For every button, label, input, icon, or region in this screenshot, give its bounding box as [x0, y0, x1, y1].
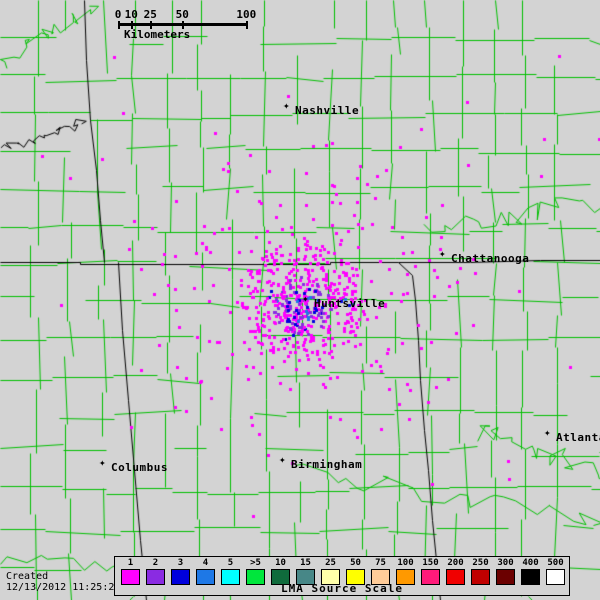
legend-entry-label: 50 — [350, 558, 361, 568]
city-label: Birmingham — [291, 458, 363, 471]
legend-color-swatch — [496, 569, 515, 585]
scale-bar-label: 50 — [175, 8, 189, 21]
legend-entry-label: 10 — [275, 558, 286, 568]
legend-entry-label: 200 — [447, 558, 464, 568]
legend-color-swatch — [121, 569, 140, 585]
legend-entry-label: 100 — [397, 558, 414, 568]
legend-color-swatch — [521, 569, 540, 585]
scale-bar-label: 100 — [236, 8, 257, 21]
scale-bar-caption: Kilometers — [124, 28, 191, 41]
legend-entry: 200 — [443, 557, 468, 595]
legend-swatch-row: 1 2 3 4 5 >5 10 15 25 50 75 100 150 200 250 300 400 500 — [115, 557, 569, 595]
scale-bar-tick — [150, 21, 152, 29]
legend-entry-label: 500 — [547, 558, 564, 568]
legend-entry: 50 — [343, 557, 368, 595]
legend-color-swatch — [371, 569, 390, 585]
star-icon: ✦ — [99, 456, 106, 469]
legend-panel: 1 2 3 4 5 >5 10 15 25 50 75 100 150 200 250 300 400 500 L… — [114, 556, 570, 596]
legend-entry: 300 — [493, 557, 518, 595]
scale-bar-tick — [182, 21, 184, 29]
created-timestamp: 12/13/2012 11:25:23 — [6, 582, 121, 593]
created-word: Created — [6, 571, 49, 582]
legend-entry: >5 — [243, 557, 268, 595]
legend-color-swatch — [321, 569, 340, 585]
legend-entry: 100 — [393, 557, 418, 595]
scale-bar-tick — [118, 21, 120, 29]
legend-entry: 250 — [468, 557, 493, 595]
legend-entry: 2 — [143, 557, 168, 595]
legend-entry: 15 — [293, 557, 318, 595]
created-stamp: Created 12/13/2012 11:25:23 — [6, 571, 120, 593]
scale-bar-label: 0 — [114, 8, 122, 21]
scale-bar: Kilometers 0 10 25 50 100 — [0, 0, 256, 41]
legend-entry-label: 3 — [177, 558, 184, 568]
star-icon: ✦ — [439, 247, 446, 260]
legend-color-swatch — [246, 569, 265, 585]
star-icon: ✦ — [302, 292, 309, 305]
legend-entry-label: 1 — [127, 558, 134, 568]
legend-color-swatch — [396, 569, 415, 585]
legend-entry: 150 — [418, 557, 443, 595]
star-icon: ✦ — [279, 453, 286, 466]
legend-color-swatch — [171, 569, 190, 585]
legend-entry-label: 2 — [152, 558, 159, 568]
legend-entry-label: 5 — [227, 558, 234, 568]
legend-color-swatch — [296, 569, 315, 585]
legend-entry-label: 250 — [472, 558, 489, 568]
legend-entry-label: 300 — [497, 558, 514, 568]
legend-color-swatch — [421, 569, 440, 585]
legend-color-swatch — [146, 569, 165, 585]
legend-entry: 5 — [218, 557, 243, 595]
legend-color-swatch — [446, 569, 465, 585]
legend-entry-label: >5 — [250, 558, 261, 568]
scale-bar-label: 10 — [124, 8, 138, 21]
star-icon: ✦ — [544, 426, 551, 439]
scale-bar-label: 25 — [143, 8, 157, 21]
legend-color-swatch — [471, 569, 490, 585]
legend-entry: 75 — [368, 557, 393, 595]
legend-color-swatch — [271, 569, 290, 585]
scale-bar-tick — [131, 21, 133, 29]
legend-entry: 25 — [318, 557, 343, 595]
legend-entry-label: 400 — [522, 558, 539, 568]
legend-entry-label: 75 — [375, 558, 386, 568]
legend-entry-label: 15 — [300, 558, 311, 568]
city-label: Chattanooga — [451, 252, 530, 265]
legend-entry: 1 — [118, 557, 143, 595]
legend-entry-label: 4 — [202, 558, 209, 568]
legend-title: LMA Source Scale — [281, 582, 403, 595]
legend-entry: 10 — [268, 557, 293, 595]
legend-entry: 3 — [168, 557, 193, 595]
legend-entry: 4 — [193, 557, 218, 595]
star-icon: ✦ — [283, 99, 290, 112]
city-label: Atlanta — [556, 431, 600, 444]
legend-entry: 500 — [543, 557, 568, 595]
legend-color-swatch — [346, 569, 365, 585]
city-label: Nashville — [295, 104, 360, 117]
city-label: Huntsville — [314, 297, 386, 310]
legend-entry: 400 — [518, 557, 543, 595]
city-label: Columbus — [111, 461, 168, 474]
legend-entry-label: 150 — [422, 558, 439, 568]
scale-bar-tick — [246, 21, 248, 29]
legend-color-swatch — [196, 569, 215, 585]
legend-entry-label: 25 — [325, 558, 336, 568]
legend-color-swatch — [221, 569, 240, 585]
legend-color-swatch — [546, 569, 565, 585]
